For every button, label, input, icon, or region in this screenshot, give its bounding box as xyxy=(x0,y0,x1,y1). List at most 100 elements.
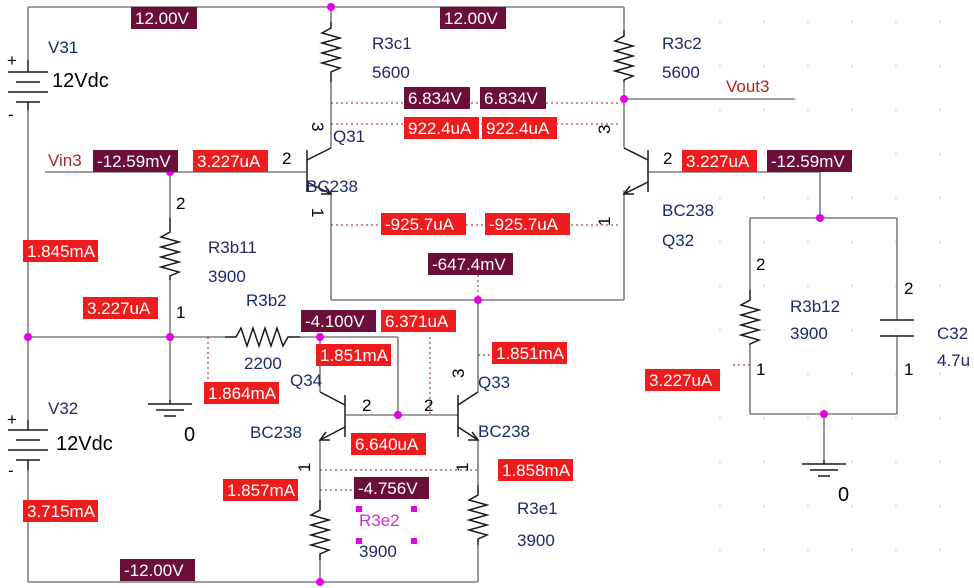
label-ground-left: 0 xyxy=(184,424,195,446)
component-labels: V31 12Vdc V32 12Vdc R3c1 5600 R3c2 5600 … xyxy=(48,34,970,561)
svg-text:12.00V: 12.00V xyxy=(444,9,499,28)
label-r3e1-ref: R3e1 xyxy=(517,499,558,518)
badge-voltage-vin[interactable]: -12.59mV xyxy=(93,150,178,172)
resistor-r3c2-symbol[interactable] xyxy=(612,30,636,82)
svg-text:1: 1 xyxy=(308,208,327,217)
label-r3c2-value: 5600 xyxy=(662,63,700,82)
badge-current-ib-q3334[interactable]: 6.640uA xyxy=(351,433,426,455)
resistor-r3e1-symbol[interactable] xyxy=(466,485,490,545)
badge-voltage-vbase-q32[interactable]: -12.59mV xyxy=(767,150,852,172)
battery-v32-symbol[interactable]: + - xyxy=(7,410,48,480)
resistor-r3e2-symbol[interactable] xyxy=(308,500,332,560)
transistor-q34-symbol[interactable] xyxy=(318,391,346,441)
svg-text:1.845mA: 1.845mA xyxy=(27,242,96,261)
badge-voltage-col-q31[interactable]: 6.834V xyxy=(404,87,470,109)
resistor-r3c1-symbol[interactable] xyxy=(319,22,343,82)
badge-voltage-emitter-bottom[interactable]: -4.756V xyxy=(354,477,429,499)
svg-text:1: 1 xyxy=(904,360,913,379)
label-q31-model: BC238 xyxy=(306,177,358,196)
grid xyxy=(719,21,941,551)
svg-text:3.227uA: 3.227uA xyxy=(649,371,713,390)
badge-voltage-bottom[interactable]: -12.00V xyxy=(120,559,195,581)
badge-current-v32[interactable]: 3.715mA xyxy=(23,500,98,522)
transistor-q32-symbol[interactable] xyxy=(622,147,649,195)
svg-text:1: 1 xyxy=(595,217,614,226)
svg-text:2: 2 xyxy=(176,194,185,213)
capacitor-c32-symbol[interactable] xyxy=(880,319,914,337)
resistor-r3b2-symbol[interactable] xyxy=(225,325,300,349)
svg-text:1.851mA: 1.851mA xyxy=(496,344,565,363)
label-r3b11-ref: R3b11 xyxy=(208,238,257,257)
svg-text:-12.00V: -12.00V xyxy=(124,561,184,580)
badge-current-r3b2[interactable]: 1.864mA xyxy=(204,382,279,404)
label-q31-ref: Q31 xyxy=(333,127,365,146)
svg-text:3: 3 xyxy=(449,369,468,378)
label-ground-right: 0 xyxy=(838,484,849,506)
label-r3b2-ref: R3b2 xyxy=(246,291,287,310)
label-q34-model: BC238 xyxy=(250,423,302,442)
label-v31-value: 12Vdc xyxy=(52,70,109,92)
resistor-r3b12-symbol[interactable] xyxy=(738,290,762,345)
selection-handles xyxy=(356,506,417,544)
label-q34-ref: Q34 xyxy=(290,371,322,390)
label-r3b12-value: 3900 xyxy=(790,324,828,343)
label-r3b12-ref: R3b12 xyxy=(790,297,840,316)
label-v32-value: 12Vdc xyxy=(56,433,113,455)
svg-text:1: 1 xyxy=(756,360,765,379)
label-r3e2-ref: R3e2 xyxy=(359,511,400,530)
resistor-r3b11-symbol[interactable] xyxy=(158,218,182,280)
svg-text:2: 2 xyxy=(756,255,765,274)
svg-text:6.371uA: 6.371uA xyxy=(385,312,449,331)
label-vout-net: Vout3 xyxy=(726,77,770,96)
battery-v31-symbol[interactable]: + - xyxy=(7,51,48,124)
svg-text:-4.756V: -4.756V xyxy=(358,479,418,498)
label-r3c1-ref: R3c1 xyxy=(372,34,412,53)
svg-text:1.858mA: 1.858mA xyxy=(502,461,571,480)
ground-right-symbol[interactable] xyxy=(802,460,846,477)
svg-text:3: 3 xyxy=(308,122,327,131)
svg-text:-12.59mV: -12.59mV xyxy=(97,152,171,171)
badge-voltage-top-right[interactable]: 12.00V xyxy=(440,7,506,29)
svg-text:1: 1 xyxy=(295,463,314,472)
transistor-q33-symbol[interactable] xyxy=(457,391,480,441)
badge-voltage-col-q34[interactable]: -4.100V xyxy=(301,310,376,332)
badge-current-ic-q32[interactable]: 922.4uA xyxy=(482,117,557,139)
badge-current-ib-q32[interactable]: 3.227uA xyxy=(682,150,757,172)
svg-text:1: 1 xyxy=(176,303,185,322)
svg-text:1: 1 xyxy=(453,463,472,472)
svg-text:2: 2 xyxy=(362,396,371,415)
badge-current-v31[interactable]: 1.845mA xyxy=(23,240,98,262)
badge-current-r3b12[interactable]: 3.227uA xyxy=(645,369,720,391)
badge-voltage-col-q32[interactable]: 6.834V xyxy=(480,87,546,109)
badge-current-ie-q33[interactable]: 1.858mA xyxy=(498,459,573,481)
badge-current-ib-q31[interactable]: 3.227uA xyxy=(193,150,268,172)
pin-numbers: 3 2 1 3 2 1 2 1 2 1 2 1 2 2 3 1 1 xyxy=(176,122,913,472)
resistors xyxy=(158,22,762,560)
svg-text:922.4uA: 922.4uA xyxy=(408,119,472,138)
badge-current-ie-q32[interactable]: -925.7uA xyxy=(485,213,570,235)
badge-current-ic-q33[interactable]: 1.851mA xyxy=(492,342,567,364)
label-q32-ref: Q32 xyxy=(662,231,694,250)
svg-text:6.834V: 6.834V xyxy=(408,89,463,108)
svg-text:3.227uA: 3.227uA xyxy=(686,152,750,171)
ground-left-symbol[interactable] xyxy=(148,400,192,417)
label-r3c2-ref: R3c2 xyxy=(662,34,702,53)
svg-text:-: - xyxy=(8,461,14,480)
label-q33-ref: Q33 xyxy=(478,373,510,392)
badge-voltage-top-left[interactable]: 12.00V xyxy=(131,7,197,29)
svg-text:922.4uA: 922.4uA xyxy=(486,119,550,138)
badge-current-ie-q34[interactable]: 1.857mA xyxy=(223,479,298,501)
badge-current-ic-q31[interactable]: 922.4uA xyxy=(404,117,479,139)
transistor-q31-symbol[interactable] xyxy=(306,147,333,195)
badge-current-ie-q31[interactable]: -925.7uA xyxy=(381,213,466,235)
badge-voltage-emitter-node[interactable]: -647.4mV xyxy=(428,253,513,275)
svg-text:2: 2 xyxy=(904,279,913,298)
badge-current-r3b11[interactable]: 3.227uA xyxy=(83,297,158,319)
badge-current-ic-q33-top[interactable]: 6.371uA xyxy=(381,310,456,332)
svg-text:12.00V: 12.00V xyxy=(135,9,190,28)
svg-text:3: 3 xyxy=(595,125,614,134)
badge-current-ic-q34[interactable]: 1.851mA xyxy=(316,344,391,366)
svg-text:1.864mA: 1.864mA xyxy=(208,384,277,403)
svg-text:1.857mA: 1.857mA xyxy=(227,481,296,500)
